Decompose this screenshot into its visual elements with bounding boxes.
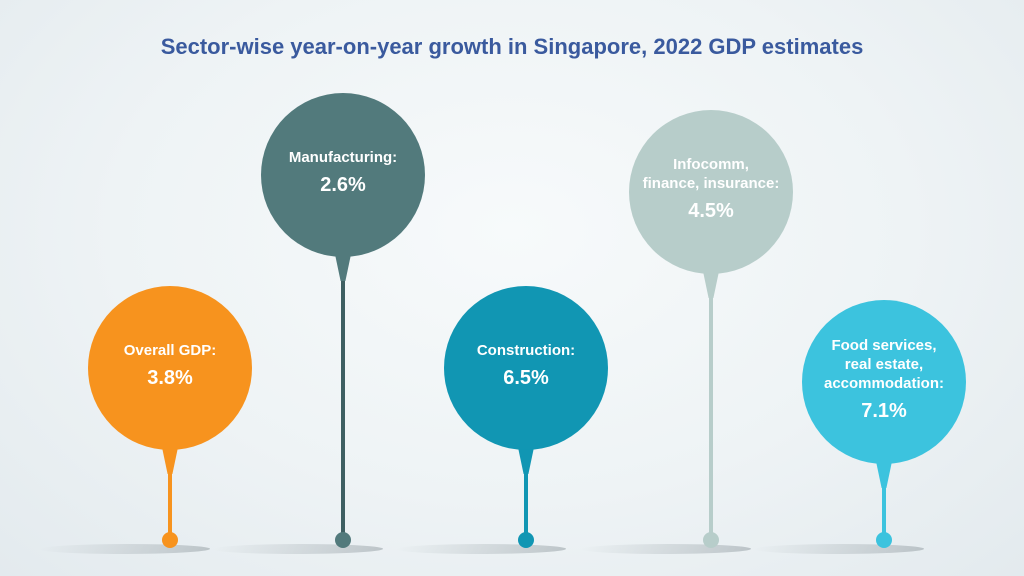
pin-stem — [709, 274, 713, 540]
chart-title: Sector-wise year-on-year growth in Singa… — [160, 34, 864, 59]
category-label-line: real estate, — [844, 355, 924, 373]
pin-head — [261, 93, 425, 257]
pin-head — [802, 300, 966, 464]
value-label: 2.6% — [320, 173, 366, 196]
value-label: 6.5% — [503, 366, 549, 389]
pin-base-dot — [876, 532, 892, 548]
pin-stem — [524, 450, 528, 540]
pin-base-dot — [335, 532, 351, 548]
pin-base-dot — [162, 532, 178, 548]
category-label: Manufacturing: 2.6% — [261, 148, 425, 199]
value-label: 4.5% — [688, 200, 734, 222]
category-label-line: Overall GDP: — [123, 341, 217, 359]
pin-shadow — [751, 544, 927, 554]
category-label: Infocomm, finance, insurance: 4.5% — [629, 155, 793, 225]
value-label: 7.1% — [861, 399, 907, 422]
category-label: Construction: 6.5% — [444, 341, 608, 392]
category-label: Food services, real estate, accommodation:… — [802, 336, 966, 425]
pin-base-dot — [703, 532, 719, 548]
pin-head — [88, 286, 252, 450]
pin-head — [444, 286, 608, 450]
category-label-line: accommodation: — [823, 374, 944, 392]
category-label-line: Food services, — [831, 336, 937, 354]
category-label-line: finance, insurance: — [642, 175, 780, 192]
category-label-line: Manufacturing: — [288, 148, 398, 166]
pin-stem — [882, 464, 886, 540]
pin-shadow — [37, 544, 213, 554]
pin-shadow — [578, 544, 754, 554]
category-label-line: Infocomm, — [673, 156, 749, 173]
category-label-line: Construction: — [476, 341, 576, 359]
category-label: Overall GDP: 3.8% — [88, 341, 252, 392]
pin-head — [629, 110, 793, 274]
value-label: 3.8% — [147, 366, 193, 389]
pin-base-dot — [518, 532, 534, 548]
pin-stem — [341, 257, 345, 540]
pin-shadow — [393, 544, 569, 554]
pin-stem — [168, 450, 172, 540]
pin-shadow — [210, 544, 386, 554]
